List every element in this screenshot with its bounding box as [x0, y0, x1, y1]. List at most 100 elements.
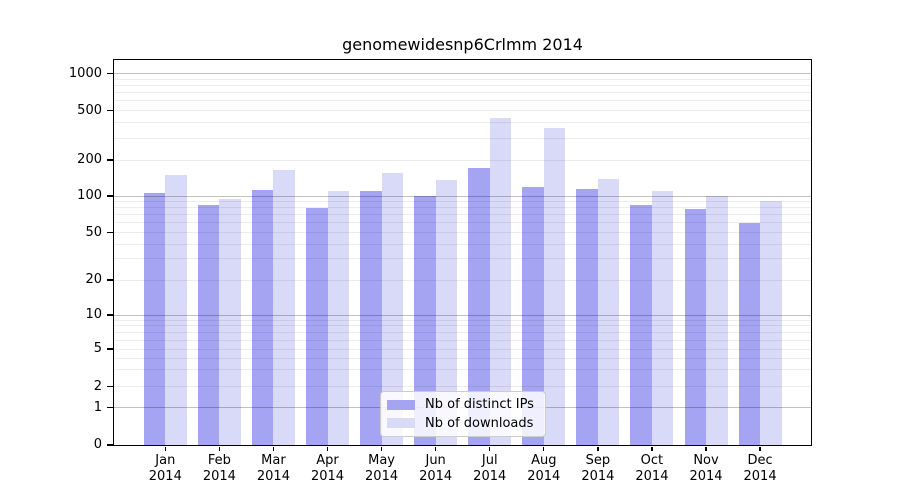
gridline-minor	[114, 92, 811, 94]
bar-distinct-ips	[251, 189, 274, 445]
y-tick-label: 50	[85, 224, 102, 240]
x-tick-label: Nov 2014	[689, 453, 723, 484]
y-tick-label: 2	[93, 378, 102, 394]
y-tick	[107, 444, 114, 446]
x-tick-label: Jan 2014	[148, 453, 182, 484]
x-tick-label: Oct 2014	[635, 453, 669, 484]
bar-downloads	[273, 169, 295, 445]
y-tick-label: 1000	[68, 65, 102, 81]
x-tick-label: Dec 2014	[743, 453, 777, 484]
x-tick	[651, 446, 653, 451]
bar-distinct-ips	[468, 168, 490, 445]
bar-downloads	[651, 191, 674, 445]
gridline-minor	[114, 331, 811, 333]
gridline-minor	[114, 201, 811, 203]
x-tick-label: Jul 2014	[473, 453, 507, 484]
chart-title: genomewidesnp6Crlmm 2014	[342, 35, 583, 54]
gridline-minor	[114, 386, 811, 387]
x-tick	[705, 446, 707, 451]
y-tick	[107, 109, 114, 112]
gridline-minor	[114, 207, 811, 209]
x-tick	[272, 446, 275, 451]
y-tick-label: 5	[93, 341, 102, 356]
bar-downloads	[381, 173, 404, 445]
bar-downloads	[489, 118, 512, 445]
bar-distinct-ips	[576, 189, 598, 445]
y-tick	[107, 385, 114, 388]
plot-area	[114, 60, 811, 445]
y-tick	[107, 72, 114, 75]
gridline-minor	[114, 319, 811, 321]
y-tick	[107, 195, 114, 197]
gridline-minor	[114, 110, 811, 111]
gridline-minor	[114, 214, 811, 216]
gridline-major	[114, 195, 811, 197]
x-tick	[489, 446, 491, 451]
gridline-major	[114, 314, 811, 316]
gridline-minor	[114, 100, 811, 102]
gridline-minor	[114, 243, 811, 245]
y-tick-label: 500	[77, 102, 102, 118]
gridline-minor	[114, 122, 811, 124]
bar-downloads	[165, 174, 187, 445]
x-tick-label: Mar 2014	[256, 453, 290, 484]
gridline-minor	[114, 348, 811, 350]
y-tick	[107, 406, 114, 409]
legend-swatch-distinct-ips	[387, 399, 415, 411]
bar-downloads	[327, 191, 349, 445]
x-tick	[164, 446, 166, 451]
gridline-minor	[114, 339, 811, 341]
bar-distinct-ips	[143, 193, 166, 445]
gridline-minor	[114, 279, 811, 281]
gridline-minor	[114, 325, 811, 327]
gridline-minor	[114, 159, 811, 161]
y-tick-label: 100	[77, 188, 102, 203]
x-tick-label: May 2014	[365, 453, 399, 484]
y-tick	[107, 231, 114, 234]
legend: Nb of distinct IPs Nb of downloads	[380, 391, 546, 437]
y-tick-label: 10	[85, 307, 102, 322]
gridline-minor	[114, 369, 811, 371]
y-tick-label: 200	[77, 152, 102, 167]
gridline-minor	[114, 137, 811, 139]
bar-distinct-ips	[522, 187, 544, 445]
legend-item-downloads: Nb of downloads	[387, 416, 539, 431]
bar-distinct-ips	[414, 196, 436, 445]
y-tick-label: 0	[93, 437, 102, 452]
bar-distinct-ips	[197, 204, 220, 445]
bar-distinct-ips	[306, 207, 328, 445]
bar-downloads	[435, 180, 458, 445]
y-tick	[107, 159, 114, 161]
x-tick-label: Jun 2014	[419, 453, 453, 484]
gridline-minor	[114, 84, 811, 86]
legend-item-distinct-ips: Nb of distinct IPs	[387, 397, 539, 412]
y-tick	[107, 348, 114, 350]
bar-downloads	[597, 178, 620, 445]
legend-swatch-downloads	[387, 417, 415, 429]
bar-downloads	[219, 198, 241, 445]
x-tick	[597, 446, 599, 451]
x-tick	[543, 446, 545, 451]
bar-downloads	[760, 200, 782, 445]
gridline-minor	[114, 258, 811, 260]
x-tick-label: Aug 2014	[527, 453, 561, 484]
y-tick-label: 1	[93, 399, 102, 415]
bar-distinct-ips	[738, 222, 761, 445]
x-tick	[218, 446, 221, 451]
y-tick	[107, 314, 114, 316]
bar-downloads	[706, 196, 728, 445]
gridline-minor	[114, 357, 811, 359]
x-tick	[435, 446, 437, 451]
x-tick	[380, 446, 383, 451]
gridline-minor	[114, 78, 811, 80]
gridline-major	[114, 73, 811, 74]
gridline-minor	[114, 222, 811, 224]
x-tick-label: Apr 2014	[310, 453, 345, 484]
bar-distinct-ips	[630, 204, 652, 445]
y-tick	[107, 279, 114, 281]
x-tick	[759, 446, 761, 451]
x-tick-label: Sep 2014	[581, 453, 615, 484]
bar-distinct-ips	[360, 190, 382, 445]
y-tick-label: 20	[85, 272, 102, 287]
bar-distinct-ips	[684, 209, 706, 445]
